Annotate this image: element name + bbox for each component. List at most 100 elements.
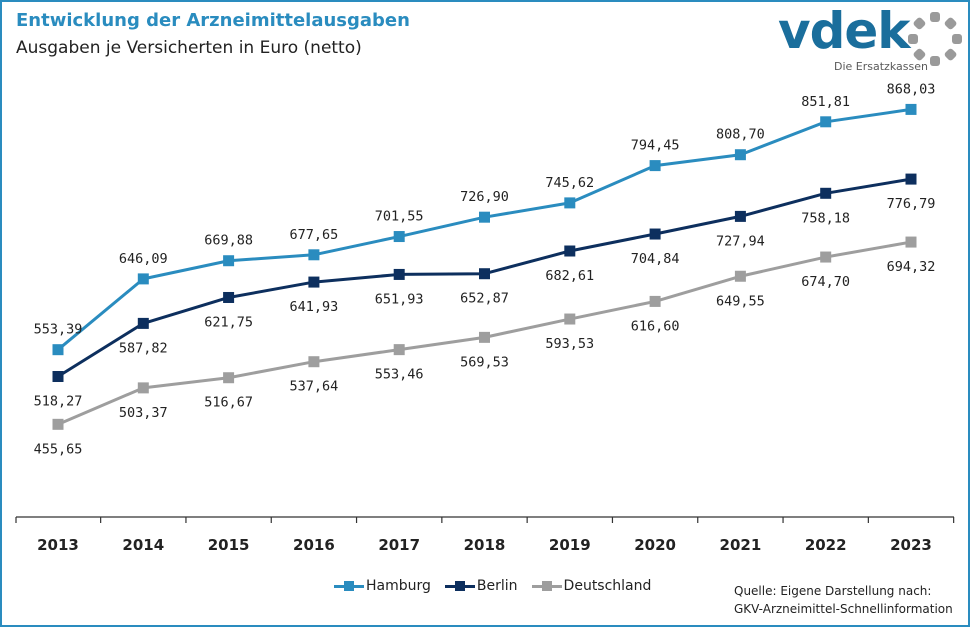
legend-label-berlin: Berlin xyxy=(476,578,518,594)
data-point-hamburg xyxy=(734,149,746,161)
data-label-berlin: 758,18 xyxy=(801,210,850,226)
data-label-hamburg: 553,39 xyxy=(34,322,83,338)
data-label-hamburg: 669,88 xyxy=(204,233,253,249)
data-point-berlin xyxy=(308,276,320,288)
data-point-deutschland xyxy=(905,236,917,248)
data-point-berlin xyxy=(137,317,149,329)
legend-item-deutschland: Deutschland xyxy=(531,578,651,594)
data-label-deutschland: 593,53 xyxy=(545,336,594,352)
data-label-deutschland: 516,67 xyxy=(204,395,253,411)
data-label-berlin: 682,61 xyxy=(545,268,594,284)
data-label-hamburg: 868,03 xyxy=(887,81,936,97)
data-label-hamburg: 646,09 xyxy=(119,251,168,267)
data-label-berlin: 727,94 xyxy=(716,233,765,249)
logo-dot xyxy=(908,34,918,44)
data-point-deutschland xyxy=(393,344,405,356)
data-label-deutschland: 649,55 xyxy=(716,293,765,309)
data-point-hamburg xyxy=(820,116,832,128)
data-label-berlin: 518,27 xyxy=(34,394,83,410)
logo-dot xyxy=(913,48,926,61)
data-label-deutschland: 569,53 xyxy=(460,354,509,370)
data-point-deutschland xyxy=(52,418,64,430)
data-label-hamburg: 808,70 xyxy=(716,127,765,143)
legend: Hamburg Berlin Deutschland xyxy=(334,578,665,594)
data-point-berlin xyxy=(223,291,235,303)
legend-item-berlin: Berlin xyxy=(444,578,518,594)
logo-dot xyxy=(930,56,940,66)
data-label-hamburg: 851,81 xyxy=(801,94,850,110)
data-point-hamburg xyxy=(905,103,917,115)
data-label-hamburg: 745,62 xyxy=(545,175,594,191)
data-point-hamburg xyxy=(137,273,149,285)
x-axis: 2013 2014 2015 2016 2017 2018 2019 2020 2021 2022… xyxy=(15,516,955,554)
data-point-deutschland xyxy=(734,270,746,282)
data-point-deutschland xyxy=(223,372,235,384)
data-label-deutschland: 674,70 xyxy=(801,274,850,290)
logo-dot xyxy=(952,34,962,44)
x-tick-label: 2017 xyxy=(378,536,420,554)
data-point-deutschland xyxy=(479,331,490,343)
data-point-berlin xyxy=(393,268,405,280)
logo-dot xyxy=(944,48,957,61)
data-point-hamburg xyxy=(479,211,490,223)
data-label-deutschland: 694,32 xyxy=(887,259,936,275)
data-label-hamburg: 677,65 xyxy=(290,227,339,243)
x-tick-label: 2019 xyxy=(549,536,591,554)
data-label-hamburg: 701,55 xyxy=(375,209,424,225)
data-point-deutschland xyxy=(137,382,149,394)
data-label-layer: 553,39 646,09 669,88 677,65 701,55 726,90 745,… xyxy=(34,81,936,457)
x-tick-label: 2023 xyxy=(890,536,932,554)
vdek-logo: vdek Die Ersatzkassen xyxy=(778,2,968,73)
x-tick-label: 2013 xyxy=(37,536,79,554)
source-line-2: GKV-Arzneimittel-Schnellinformation xyxy=(734,602,953,616)
data-label-hamburg: 726,90 xyxy=(460,189,509,205)
logo-dot xyxy=(913,17,926,30)
data-point-hamburg xyxy=(52,344,64,356)
data-point-berlin xyxy=(564,245,576,257)
data-label-berlin: 587,82 xyxy=(119,340,168,356)
x-tick-label: 2014 xyxy=(122,536,164,554)
legend-swatch-hamburg xyxy=(334,579,364,593)
legend-swatch-berlin xyxy=(444,579,475,593)
data-point-berlin xyxy=(820,187,832,199)
data-point-berlin xyxy=(734,210,746,222)
data-point-hamburg xyxy=(649,160,661,172)
source-line-1: Quelle: Eigene Darstellung nach: xyxy=(734,584,932,598)
data-label-berlin: 641,93 xyxy=(290,299,339,315)
legend-swatch-deutschland xyxy=(531,579,562,593)
data-point-deutschland xyxy=(564,313,576,325)
data-label-berlin: 651,93 xyxy=(375,291,424,307)
data-label-deutschland: 553,46 xyxy=(375,367,424,383)
x-tick-label: 2020 xyxy=(634,536,676,554)
data-label-deutschland: 503,37 xyxy=(119,405,168,421)
data-point-hamburg xyxy=(393,231,405,243)
data-label-deutschland: 616,60 xyxy=(631,318,680,334)
data-label-hamburg: 794,45 xyxy=(631,138,680,154)
x-tick-label: 2016 xyxy=(293,536,335,554)
logo-dot xyxy=(944,17,957,30)
x-tick-label: 2022 xyxy=(805,536,847,554)
data-label-berlin: 621,75 xyxy=(204,314,253,330)
x-tick-label: 2015 xyxy=(208,536,250,554)
data-point-berlin xyxy=(479,268,490,280)
data-point-deutschland xyxy=(820,251,832,263)
series-line-hamburg xyxy=(57,107,912,351)
data-label-berlin: 776,79 xyxy=(887,196,936,212)
data-point-berlin xyxy=(52,371,64,383)
logo-wordmark: vdek xyxy=(778,2,911,60)
data-label-deutschland: 537,64 xyxy=(290,379,339,395)
logo-dot xyxy=(930,12,940,22)
x-tick-label: 2018 xyxy=(464,536,506,554)
logo-tagline: Die Ersatzkassen xyxy=(834,60,928,73)
data-point-hamburg xyxy=(564,197,576,209)
data-point-deutschland xyxy=(649,295,661,307)
source-note: Quelle: Eigene Darstellung nach: GKV-Arz… xyxy=(734,582,953,618)
data-point-berlin xyxy=(649,228,661,240)
data-point-hamburg xyxy=(223,255,235,267)
chart-title: Entwicklung der Arzneimittelausgaben xyxy=(16,10,410,31)
data-point-deutschland xyxy=(308,356,320,368)
logo-dot-ring-icon xyxy=(908,12,962,66)
legend-item-hamburg: Hamburg xyxy=(334,578,431,594)
